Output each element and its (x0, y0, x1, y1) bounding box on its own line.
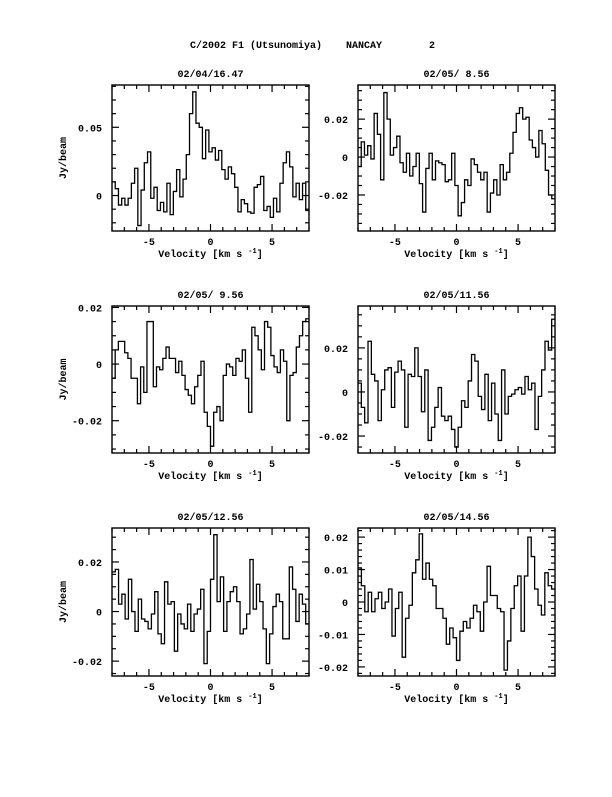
panel-2: 02/05/ 8.56 -5 0 5 -0.02 0 0.02 Velocity [km s … (318, 69, 556, 261)
x-axis-label-exponent: -1 (494, 248, 502, 256)
panel-title: 02/05/14.56 (423, 512, 489, 524)
x-tick-label: -5 (389, 238, 401, 249)
spectrum-line (112, 534, 309, 665)
x-tick-label: 0 (453, 460, 459, 471)
y-tick-label: -0.02 (318, 664, 348, 675)
panel-title: 02/05/ 8.56 (423, 69, 489, 81)
x-tick-label: 0 (453, 683, 459, 694)
x-axis-label: Velocity [km s -1] (404, 693, 508, 706)
panel-1: 02/04/16.47 -5 0 5 0 0.05 Velocity [km s -1] Jy… (58, 69, 310, 261)
x-axis-label-end: ] (257, 694, 263, 706)
x-axis-label-exponent: -1 (248, 248, 256, 256)
x-axis-label: Velocity [km s -1] (158, 693, 262, 706)
x-axis-label-exponent: -1 (494, 693, 502, 701)
x-tick-label: 5 (515, 238, 521, 249)
panel-6: 02/05/14.56 -5 0 5 -0.02 -0.01 0 0.01 0.02 Veloci… (318, 512, 556, 706)
spectrum-line (112, 318, 309, 447)
x-tick-label: 0 (207, 683, 213, 694)
y-tick-label: -0.01 (318, 631, 348, 642)
y-tick-label: 0.02 (324, 534, 348, 545)
y-axis-label: Jy/beam (58, 581, 70, 623)
panel-title: 02/04/16.47 (177, 69, 243, 81)
x-axis-label: Velocity [km s -1] (404, 470, 508, 483)
y-tick-label: -0.02 (318, 433, 348, 444)
x-tick-label: 0 (207, 238, 213, 249)
spectrum-line (358, 318, 555, 448)
x-tick-label: 5 (269, 238, 275, 249)
header-telescope: NANCAY (346, 41, 382, 52)
y-tick-label: -0.02 (72, 658, 102, 669)
y-tick-label: 0.05 (78, 124, 102, 135)
x-axis-label-exponent: -1 (248, 470, 256, 478)
x-axis-label-end: ] (503, 471, 509, 483)
y-tick-label: 0 (96, 361, 102, 372)
y-tick-label: 0 (342, 389, 348, 400)
x-tick-label: 5 (269, 683, 275, 694)
x-axis-label: Velocity [km s -1] (158, 470, 262, 483)
y-tick-label: 0.02 (324, 345, 348, 356)
panel-title: 02/05/ 9.56 (177, 290, 243, 302)
spectrum-line (358, 91, 555, 217)
x-tick-label: 5 (269, 460, 275, 471)
y-tick-label: -0.02 (318, 192, 348, 203)
y-tick-label: 0.02 (324, 116, 348, 127)
x-axis-label-text: Velocity [km s (404, 471, 494, 483)
x-tick-label: -5 (143, 460, 155, 471)
spectrum-line (358, 533, 555, 671)
panel-5: 02/05/12.56 -5 0 5 -0.02 0 0.02 Velocity [km s … (58, 512, 310, 706)
x-tick-label: 0 (207, 460, 213, 471)
y-tick-label: 0 (96, 609, 102, 620)
x-tick-label: -5 (143, 238, 155, 249)
header-page: 2 (429, 41, 435, 52)
y-tick-label: 0 (96, 193, 102, 204)
x-axis-label-text: Velocity [km s (158, 471, 248, 483)
y-tick-label: -0.02 (72, 418, 102, 429)
spectrum-line (112, 91, 309, 227)
panel-3: 02/05/ 9.56 -5 0 5 -0.02 0 0.02 Velocity [km s … (58, 290, 310, 483)
x-axis-label-exponent: -1 (494, 470, 502, 478)
x-tick-label: -5 (389, 460, 401, 471)
y-axis-label: Jy/beam (58, 358, 70, 400)
y-tick-label: 0.02 (78, 559, 102, 570)
y-tick-label: 0.02 (78, 304, 102, 315)
y-axis-label: Jy/beam (58, 137, 70, 179)
x-tick-label: 5 (515, 683, 521, 694)
x-axis-label: Velocity [km s -1] (158, 248, 262, 261)
y-tick-label: 0 (342, 599, 348, 610)
x-axis-label-text: Velocity [km s (404, 249, 494, 261)
x-axis-label-end: ] (503, 249, 509, 261)
panel-title: 02/05/11.56 (423, 290, 489, 302)
x-tick-label: -5 (143, 683, 155, 694)
x-axis-label-end: ] (503, 694, 509, 706)
x-axis-label-exponent: -1 (248, 693, 256, 701)
x-axis-label-end: ] (257, 471, 263, 483)
y-tick-label: 0.01 (324, 567, 348, 578)
x-axis-label-text: Velocity [km s (158, 694, 248, 706)
y-tick-label: 0 (342, 154, 348, 165)
x-axis-label: Velocity [km s -1] (404, 248, 508, 261)
x-tick-label: 5 (515, 460, 521, 471)
header-object: C/2002 F1 (Utsunomiya) (190, 40, 322, 52)
x-axis-label-end: ] (257, 249, 263, 261)
x-tick-label: -5 (389, 683, 401, 694)
panel-title: 02/05/12.56 (177, 512, 243, 524)
x-axis-label-text: Velocity [km s (158, 249, 248, 261)
panel-4: 02/05/11.56 -5 0 5 -0.02 0 0.02 Velocity [km s … (318, 290, 556, 483)
x-tick-label: 0 (453, 238, 459, 249)
x-axis-label-text: Velocity [km s (404, 694, 494, 706)
